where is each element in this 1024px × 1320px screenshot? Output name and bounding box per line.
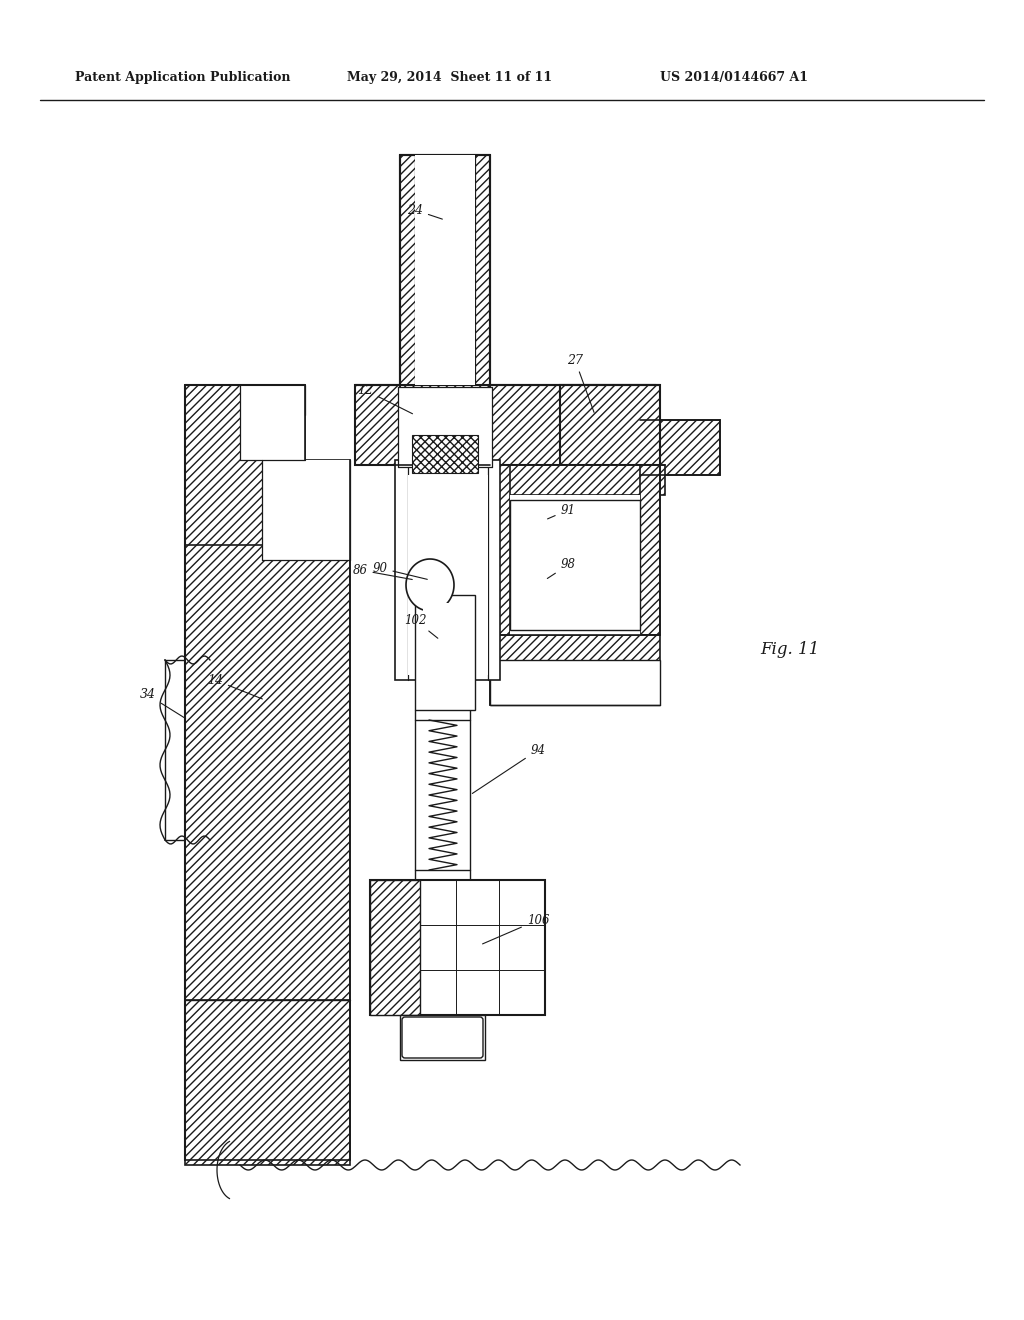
Bar (262, 459, 350, 560)
Bar (185, 385, 305, 545)
Text: 94: 94 (472, 743, 546, 793)
Text: 34: 34 (140, 689, 185, 718)
Bar (240, 385, 305, 459)
Bar (640, 465, 660, 635)
Text: 106: 106 (482, 913, 549, 944)
Bar (490, 635, 660, 665)
Bar (398, 387, 492, 467)
FancyBboxPatch shape (402, 1016, 483, 1059)
Bar (560, 385, 660, 465)
Bar (408, 475, 488, 675)
Bar (412, 436, 478, 473)
Text: 98: 98 (547, 558, 575, 578)
Bar (490, 465, 665, 495)
Bar (400, 154, 490, 414)
Bar (640, 420, 720, 475)
Text: US 2014/0144667 A1: US 2014/0144667 A1 (660, 71, 808, 84)
Bar (165, 660, 210, 840)
Text: 90: 90 (373, 561, 427, 579)
Text: Fig. 11: Fig. 11 (760, 642, 819, 659)
Bar (423, 603, 467, 702)
Text: 27: 27 (567, 354, 594, 412)
Bar (510, 500, 640, 630)
Bar (490, 660, 660, 705)
Bar (415, 154, 475, 385)
Bar (400, 1015, 485, 1060)
Polygon shape (406, 558, 454, 611)
Text: 102: 102 (403, 614, 438, 639)
Bar (490, 465, 510, 705)
Text: May 29, 2014  Sheet 11 of 11: May 29, 2014 Sheet 11 of 11 (347, 71, 553, 84)
Bar (400, 395, 490, 455)
Bar (355, 385, 655, 465)
Bar (370, 880, 420, 1015)
Text: 91: 91 (548, 503, 575, 519)
Text: Patent Application Publication: Patent Application Publication (75, 71, 291, 84)
Bar (395, 459, 500, 680)
Text: 14: 14 (207, 673, 262, 700)
Text: 12: 12 (357, 384, 413, 413)
Bar (412, 531, 478, 576)
Bar (415, 595, 475, 710)
Bar (185, 459, 350, 1160)
Bar (510, 495, 640, 635)
Text: 24: 24 (407, 203, 442, 219)
Bar (185, 1001, 350, 1166)
Bar (370, 880, 545, 1015)
Text: 86: 86 (352, 564, 413, 579)
